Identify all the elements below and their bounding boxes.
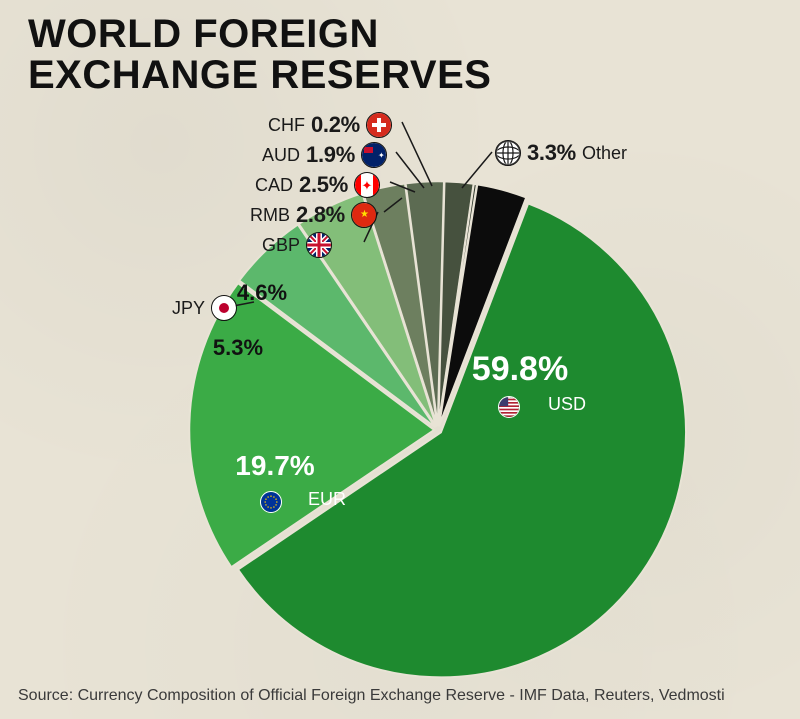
legend-code-aud: AUD <box>262 145 300 166</box>
australia-flag-icon: ✦ <box>361 142 387 168</box>
legend-code-jpy: JPY <box>172 298 205 319</box>
legend-code-other: Other <box>582 143 627 164</box>
pie-svg: 59.8% USD 19.7% EUR 5.3% 4.6% <box>0 0 800 719</box>
source-text: Source: Currency Composition of Official… <box>18 687 725 705</box>
pct-label-usd: 59.8% <box>472 350 568 388</box>
legend-aud: AUD 1.9% ✦ <box>262 142 387 168</box>
legend-pct-rmb: 2.8% <box>296 202 345 228</box>
legend-code-gbp: GBP <box>262 235 300 256</box>
legend-other: 3.3% Other <box>495 140 627 166</box>
globe-flag-icon <box>495 140 521 166</box>
legend-pct-other: 3.3% <box>527 140 576 166</box>
legend-chf: CHF 0.2% <box>268 112 392 138</box>
japan-flag-icon <box>211 295 237 321</box>
code-label-eur: EUR <box>308 489 346 509</box>
leader-line-6 <box>462 152 492 188</box>
code-label-usd: USD <box>548 394 586 414</box>
pct-label-jpy: 5.3% <box>213 335 263 360</box>
legend-cad: CAD 2.5% ✦ <box>255 172 380 198</box>
svg-text:✦: ✦ <box>362 178 373 193</box>
svg-text:✦: ✦ <box>378 151 385 160</box>
switzerland-flag-icon <box>366 112 392 138</box>
svg-text:★: ★ <box>360 209 369 220</box>
legend-jpy: JPY <box>172 295 237 321</box>
uk-flag-icon <box>306 232 332 258</box>
pct-label-eur: 19.7% <box>235 450 314 481</box>
eu-flag-icon <box>260 491 282 513</box>
legend-pct-chf: 0.2% <box>311 112 360 138</box>
pie-chart: 59.8% USD 19.7% EUR 5.3% 4.6% <box>0 0 800 719</box>
canada-flag-icon: ✦ <box>354 172 380 198</box>
leader-line-0 <box>402 122 432 186</box>
legend-code-chf: CHF <box>268 115 305 136</box>
legend-gbp: GBP <box>262 232 332 258</box>
china-flag-icon: ★ <box>351 202 377 228</box>
legend-pct-cad: 2.5% <box>299 172 348 198</box>
legend-pct-aud: 1.9% <box>306 142 355 168</box>
legend-code-rmb: RMB <box>250 205 290 226</box>
legend-rmb: RMB 2.8% ★ <box>250 202 377 228</box>
pct-label-gbp: 4.6% <box>237 280 287 305</box>
usa-flag-icon <box>498 396 520 418</box>
legend-code-cad: CAD <box>255 175 293 196</box>
